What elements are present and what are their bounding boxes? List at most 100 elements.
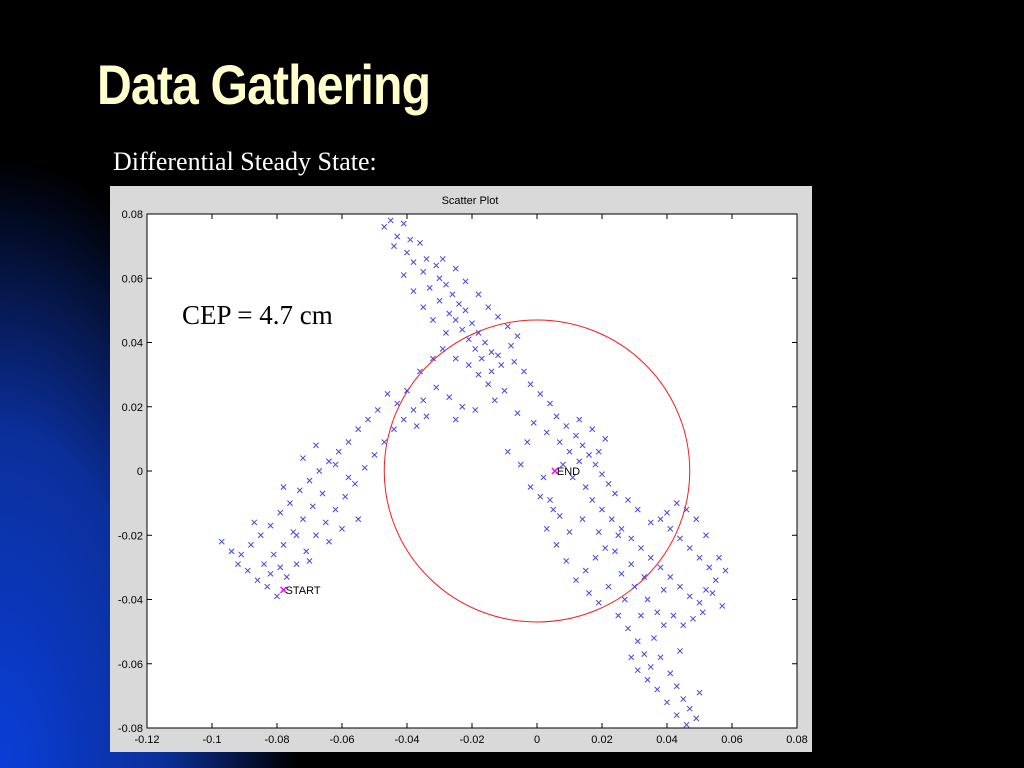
scatter-point (553, 413, 560, 420)
y-tick-label: 0 (137, 466, 143, 478)
scatter-point (628, 535, 635, 542)
scatter-point (602, 545, 609, 552)
scatter-point (251, 519, 258, 526)
scatter-point (410, 407, 417, 413)
scatter-point (475, 329, 482, 336)
scatter-point (339, 525, 345, 532)
x-tick-label: 0 (534, 734, 540, 746)
scatter-point (436, 275, 443, 282)
scatter-point (420, 304, 427, 311)
scatter-point (543, 429, 550, 436)
x-tick-label: -0.1 (203, 734, 222, 746)
scatter-point (235, 561, 241, 568)
scatter-point (595, 448, 602, 455)
scatter-point (332, 461, 339, 468)
scatter-point (446, 310, 453, 317)
x-tick-label: -0.02 (459, 734, 484, 746)
scatter-point (660, 586, 667, 593)
scatter-point (709, 590, 716, 597)
scatter-point (586, 590, 592, 597)
scatter-point (443, 329, 449, 336)
scatter-point (628, 561, 635, 568)
scatter-point (439, 345, 446, 352)
scatter-point (547, 496, 553, 503)
scatter-point (618, 570, 625, 577)
scatter-point (264, 583, 271, 590)
scatter-point (605, 583, 612, 590)
x-tick-label: 0.08 (786, 734, 807, 746)
x-tick-label: -0.08 (264, 734, 289, 746)
scatter-point (625, 496, 631, 503)
scatter-point (595, 599, 602, 606)
scatter-point (391, 243, 397, 250)
scatter-point (543, 525, 550, 532)
scatter-point (420, 268, 427, 275)
scatter-point (618, 525, 625, 532)
annotation-label: START (286, 585, 321, 597)
scatter-point (537, 493, 544, 500)
scatter-point (612, 490, 618, 497)
scatter-point (433, 262, 440, 269)
annotation-marker (551, 467, 559, 475)
scatter-point (638, 612, 644, 619)
scatter-point (452, 265, 459, 272)
scatter-point (485, 381, 492, 388)
scatter-point (664, 699, 670, 706)
scatter-point (443, 281, 449, 288)
scatter-plot: Scatter Plot -0.12 -0.1 -0.08 -0.06 -0.04 -0.… (118, 195, 808, 746)
scatter-point (654, 609, 661, 616)
scatter-point (719, 602, 726, 609)
x-tick-label: -0.12 (134, 734, 159, 746)
scatter-point (293, 532, 300, 539)
scatter-point (410, 259, 417, 266)
scatter-point (296, 487, 303, 494)
scatter-point (696, 554, 703, 561)
scatter-point (270, 551, 277, 558)
scatter-point (615, 612, 622, 619)
scatter-point (423, 256, 430, 262)
scatter-point (686, 545, 693, 552)
scatter-point (524, 439, 531, 446)
scatter-point (563, 423, 570, 429)
scatter-point (423, 413, 430, 420)
scatter-point (452, 317, 459, 323)
scatter-point (527, 484, 534, 491)
x-tick-label: -0.06 (329, 734, 354, 746)
scatter-point (699, 609, 706, 616)
scatter-point (592, 554, 599, 561)
scatter-point (556, 513, 563, 519)
scatter-point (537, 390, 544, 397)
scatter-point (277, 564, 284, 571)
scatter-point (657, 516, 664, 523)
scatter-point (218, 538, 225, 545)
scatter-point (673, 683, 680, 690)
scatter-point (306, 477, 313, 484)
scatter-point (332, 506, 339, 513)
scatter-point (462, 278, 469, 285)
scatter-point (608, 516, 615, 523)
scatter-point (576, 416, 583, 423)
scatter-point (703, 586, 709, 593)
scatter-point (716, 554, 722, 561)
scatter-point (261, 561, 267, 568)
scatter-point (475, 371, 482, 378)
scatter-point (452, 416, 459, 423)
scatter-point (248, 541, 254, 548)
scatter-point (667, 670, 674, 677)
scatter-point (677, 647, 683, 654)
scatter-point (267, 570, 274, 577)
x-tick-label: 0.06 (721, 734, 742, 746)
scatter-point (696, 599, 703, 606)
scatter-point (706, 564, 713, 571)
scatter-point (280, 541, 287, 548)
scatter-point (673, 500, 680, 507)
scatter-point (657, 564, 664, 571)
scatter-point (485, 304, 492, 311)
scatter-point (644, 676, 651, 683)
scatter-point (306, 557, 313, 564)
scatter-point (449, 291, 456, 298)
scatter-point (589, 496, 596, 503)
scatter-point (667, 574, 674, 580)
scatter-point (381, 223, 388, 230)
scatter-point (430, 317, 436, 323)
